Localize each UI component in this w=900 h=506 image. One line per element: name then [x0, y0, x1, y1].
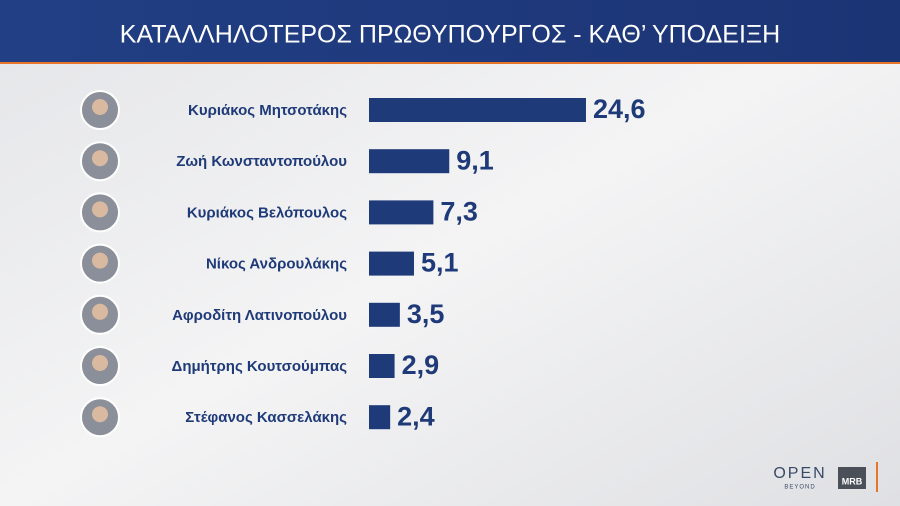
header-rule — [0, 62, 900, 64]
portrait-face — [92, 252, 108, 269]
value-label: 2,4 — [397, 401, 435, 431]
value-label: 9,1 — [456, 145, 494, 175]
bar — [369, 302, 400, 327]
pollster-badge — [838, 467, 866, 489]
channel-tagline: BEYOND — [784, 485, 815, 491]
category-label: Ζωή Κωνσταντοπούλου — [176, 153, 347, 170]
logo-divider — [876, 462, 878, 492]
value-label: 7,3 — [440, 197, 478, 227]
portrait-face — [92, 201, 108, 218]
portrait-face — [92, 303, 108, 320]
value-label: 5,1 — [421, 248, 459, 278]
value-label: 24,6 — [593, 94, 646, 124]
portrait-face — [92, 355, 108, 371]
bar — [369, 98, 586, 122]
chart-title: ΚΑΤΑΛΛΗΛΟΤΕΡΟΣ ΠΡΩΘΥΠΟΥΡΓΟΣ - ΚΑΘ’ ΥΠΟΔΕ… — [120, 21, 780, 49]
value-label: 3,5 — [407, 299, 445, 329]
bar — [369, 405, 391, 430]
category-label: Αφροδίτη Λατινοπούλου — [172, 307, 347, 324]
portrait-face — [92, 150, 108, 167]
value-label: 2,9 — [402, 350, 440, 380]
category-label: Δημήτρης Κουτσούμπας — [172, 358, 348, 375]
category-label: Κυριάκος Μητσοτάκης — [188, 102, 347, 119]
pollster-logo: MRB — [842, 476, 863, 486]
bar — [369, 200, 434, 225]
header-band — [0, 0, 900, 62]
category-label: Κυριάκος Βελόπουλος — [187, 204, 347, 221]
bar — [369, 149, 450, 174]
channel-logo: OPEN — [773, 465, 826, 482]
portrait-face — [92, 406, 108, 423]
bar — [369, 354, 395, 378]
bar — [369, 251, 414, 276]
category-label: Στέφανος Κασσελάκης — [185, 409, 347, 426]
portrait-face — [92, 99, 108, 115]
category-label: Νίκος Ανδρουλάκης — [206, 256, 347, 273]
